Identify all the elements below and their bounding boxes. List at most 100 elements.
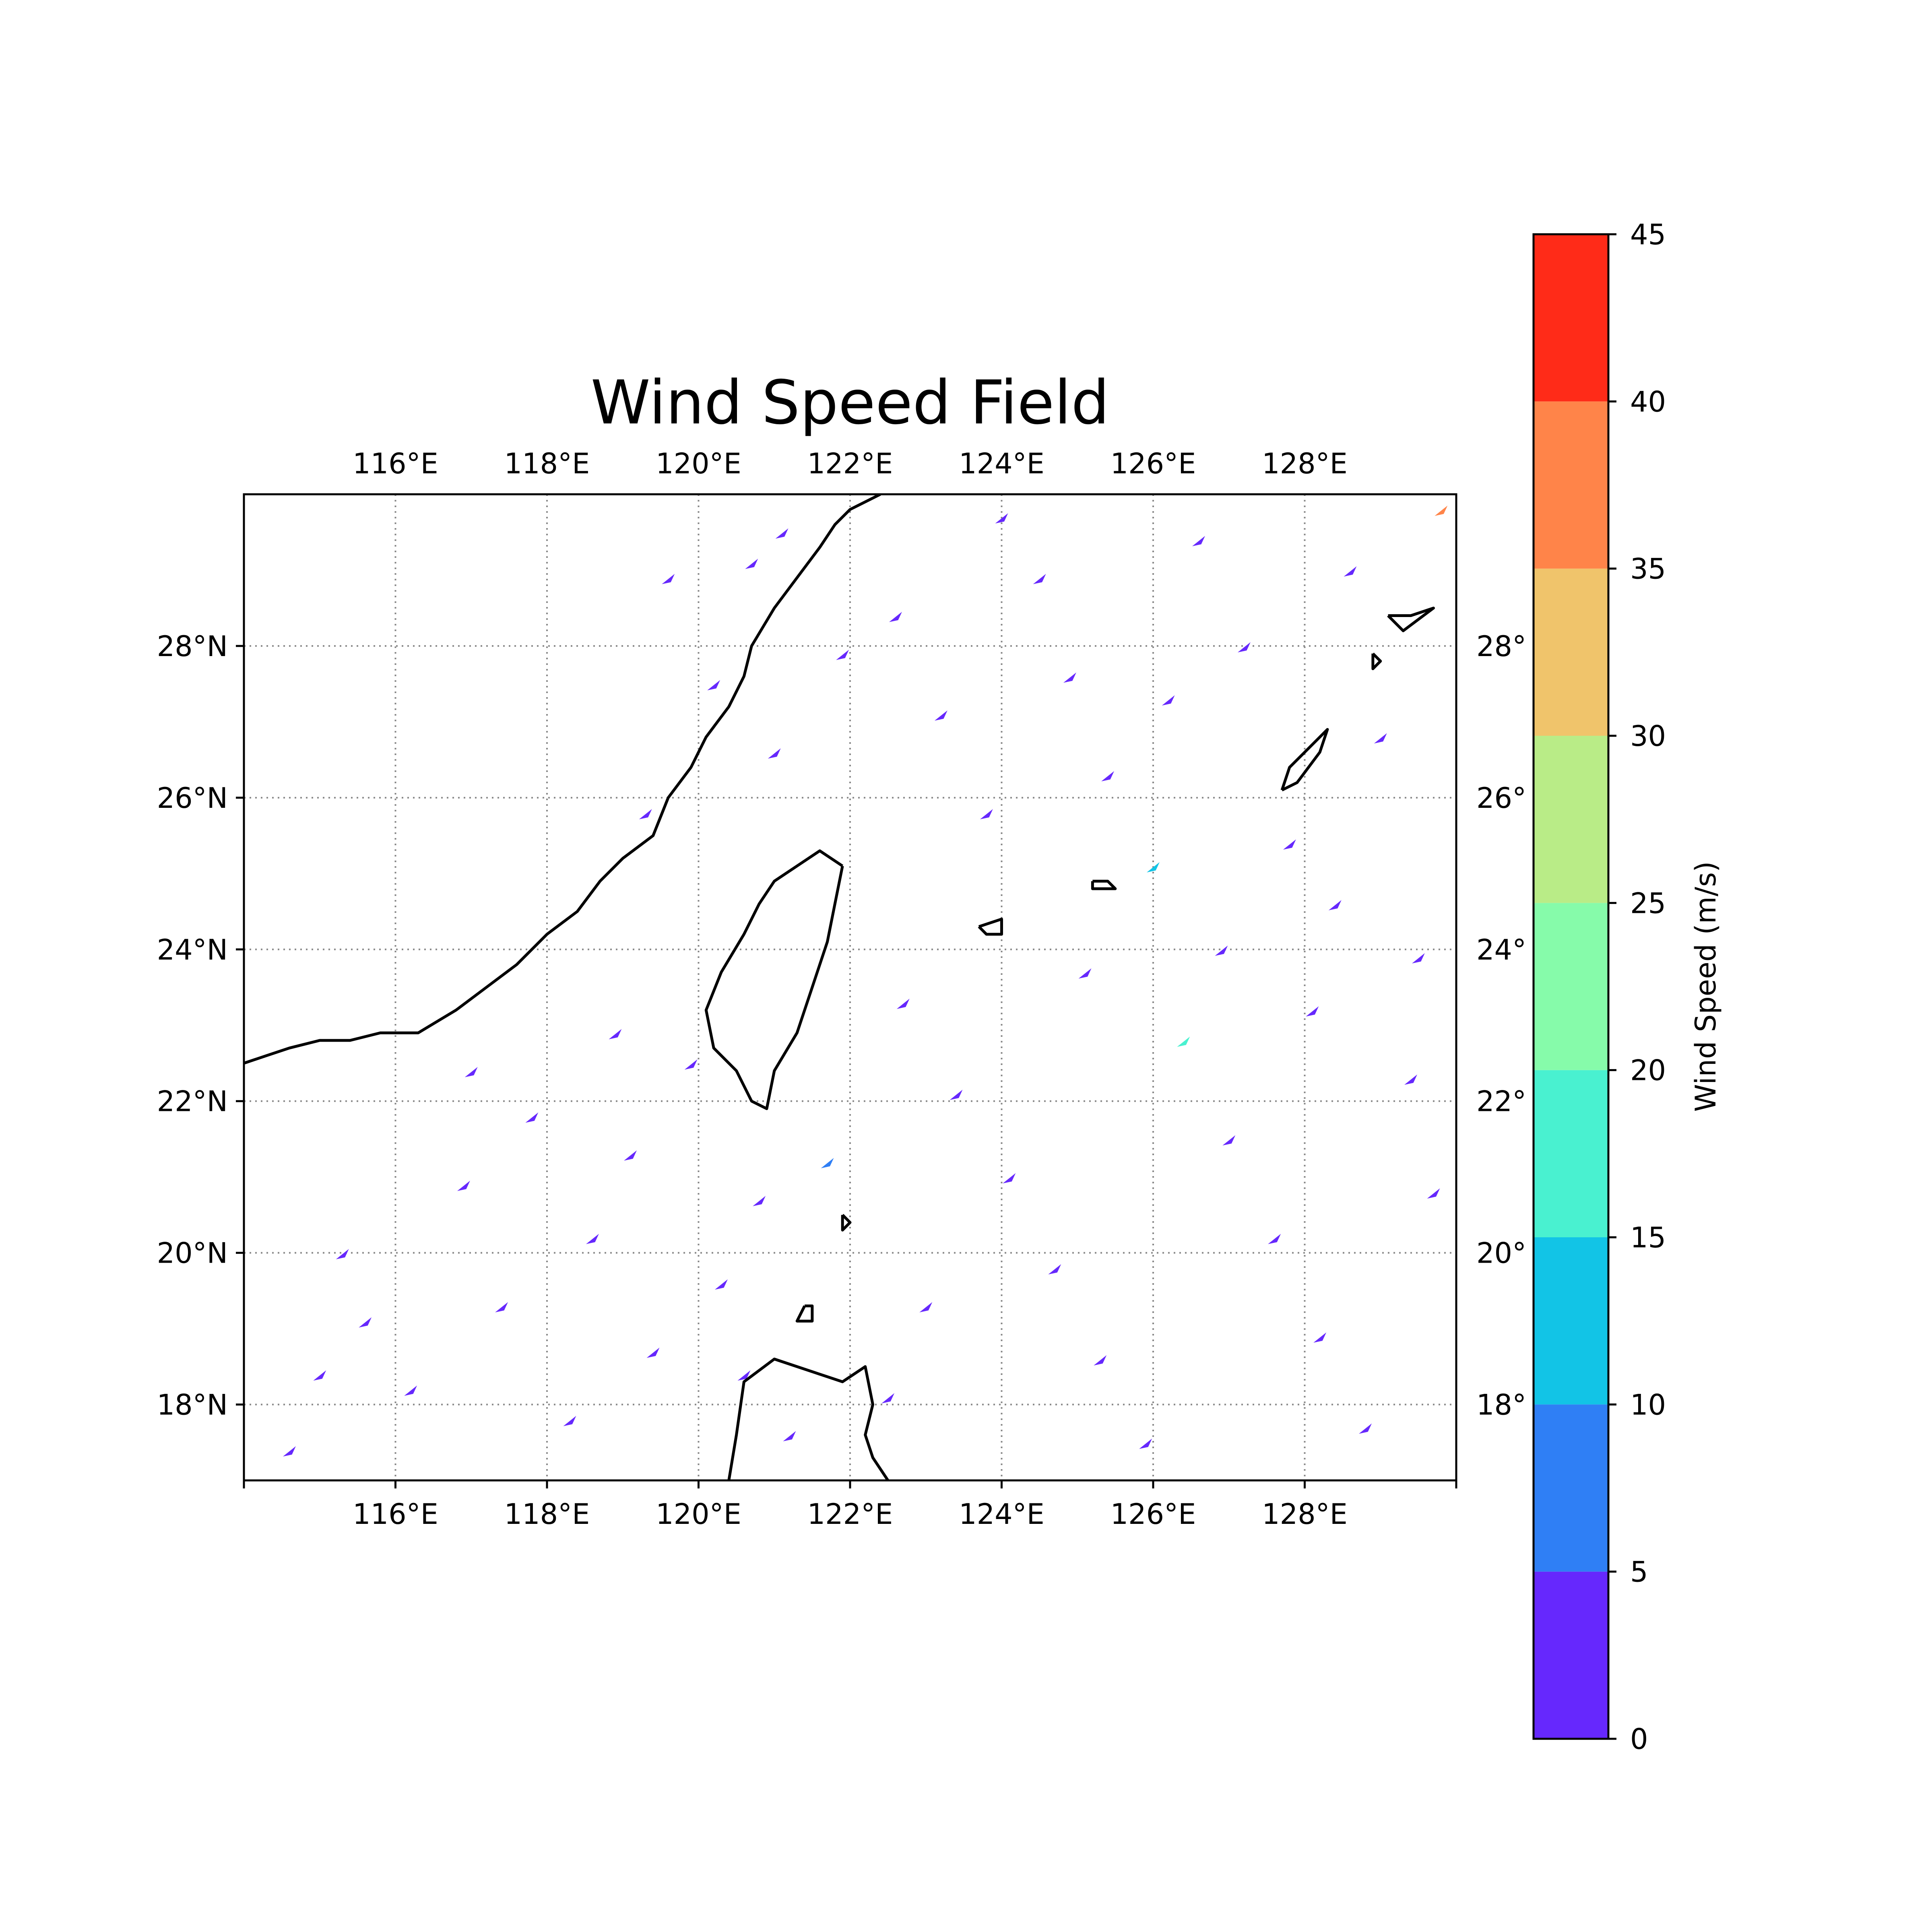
lon-tick-label-top-4: 124°E (959, 447, 1044, 480)
wind-mark-13 (783, 1431, 796, 1441)
lon-tick-label-bottom-3: 122°E (807, 1498, 893, 1531)
colorbar-level-0 (1534, 1571, 1608, 1739)
wind-mark-16 (768, 748, 781, 759)
wind-mark-37 (1177, 1036, 1190, 1047)
coastline-tokunoshima (1371, 652, 1382, 670)
colorbar-tick-label-4: 20 (1630, 1054, 1666, 1087)
wind-mark-11 (714, 1279, 728, 1290)
wind-mark-38 (1222, 1135, 1236, 1146)
lat-tick-label-right-0: 18° (1476, 1389, 1526, 1422)
wind-mark-42 (1404, 1074, 1418, 1085)
lat-tick-label-right-4: 26° (1476, 782, 1526, 815)
colorbar-level-7 (1534, 401, 1608, 569)
colorbar-ticks: 0 5 10 15 20 25 30 35 40 45 (1608, 218, 1666, 1756)
coastline-batanes (841, 1214, 852, 1232)
gridlines (244, 494, 1456, 1480)
wind-mark-26 (1237, 642, 1251, 652)
wind-mark-1 (359, 1317, 372, 1328)
lon-tick-label-bottom-4: 124°E (959, 1498, 1044, 1531)
axis-tick-labels: 116°E 116°E 118°E 118°E 120°E 120°E 122°E 122°E… (157, 447, 1527, 1531)
wind-mark-35 (1094, 1355, 1107, 1366)
wind-mark-22 (1063, 672, 1076, 683)
wind-mark-59 (1162, 695, 1175, 706)
wind-mark-6 (563, 1416, 576, 1426)
coastline-taiwan (704, 849, 844, 1110)
colorbar-level-5 (1534, 736, 1608, 903)
wind-mark-29 (1374, 733, 1387, 744)
colorbar-level-3 (1534, 1070, 1608, 1237)
wind-mark-17 (775, 528, 788, 539)
wind-mark-58 (995, 513, 1008, 524)
lat-tick-label-left-4: 26°N (157, 782, 228, 815)
colorbar-tick-label-1: 5 (1630, 1556, 1648, 1589)
lat-tick-label-left-5: 28°N (157, 630, 228, 663)
wind-mark-23 (1101, 771, 1115, 782)
wind-mark-44 (1215, 945, 1228, 956)
wind-mark-47 (919, 1302, 933, 1313)
colorbar-level-6 (1534, 568, 1608, 736)
lon-tick-label-bottom-1: 118°E (504, 1498, 590, 1531)
wind-mark-31 (896, 999, 910, 1009)
wind-mark-56 (745, 559, 758, 569)
wind-mark-33 (1003, 1173, 1016, 1184)
wind-mark-0 (313, 1370, 326, 1381)
colorbar-frame (1532, 233, 1610, 1740)
lat-tick-label-left-3: 24°N (157, 933, 228, 966)
wind-mark-28 (1328, 900, 1342, 910)
wind-mark-5 (525, 1112, 539, 1123)
colorbar: 0 5 10 15 20 25 30 35 40 45 Wind Speed (m/s) (1532, 218, 1722, 1756)
wind-mark-32 (949, 1090, 963, 1100)
colorbar-tick-label-7: 35 (1630, 553, 1666, 586)
wind-mark-40 (1313, 1332, 1327, 1343)
lat-tick-label-left-0: 18°N (157, 1389, 228, 1422)
lat-tick-label-right-2: 22° (1476, 1085, 1526, 1118)
wind-mark-2 (404, 1385, 417, 1396)
wind-mark-9 (646, 1348, 660, 1358)
wind-mark-53 (737, 1370, 751, 1381)
lat-tick-label-right-5: 28° (1476, 630, 1526, 663)
wind-mark-55 (639, 809, 652, 819)
wind-mark-45 (1306, 1006, 1319, 1017)
lon-tick-label-bottom-0: 116°E (353, 1498, 438, 1531)
coastline-miyako-island (1091, 879, 1117, 890)
lat-tick-label-left-1: 20°N (157, 1237, 228, 1270)
coastline-luzon (727, 1358, 890, 1480)
wind-mark-48 (881, 1393, 895, 1404)
wind-speed-field (283, 506, 1448, 1457)
lat-tick-label-right-1: 20° (1476, 1237, 1526, 1270)
coastline-babuyan (795, 1305, 814, 1323)
wind-mark-14 (662, 574, 675, 584)
colorbar-levels (1534, 234, 1608, 1739)
wind-mark-21 (1033, 574, 1046, 584)
coastlines (244, 494, 1435, 1480)
wind-mark-24 (1147, 862, 1160, 873)
wind-mark-3 (457, 1181, 470, 1191)
lat-tick-label-right-3: 24° (1476, 933, 1526, 966)
wind-mark-50 (336, 1249, 349, 1259)
colorbar-tick-label-6: 30 (1630, 720, 1666, 753)
wind-mark-43 (1427, 1188, 1440, 1199)
map-panel: 116°E 116°E 118°E 118°E 120°E 120°E 122°E 122°E… (157, 447, 1527, 1531)
colorbar-tick-label-3: 15 (1630, 1221, 1666, 1254)
wind-mark-4 (495, 1302, 508, 1313)
wind-mark-27 (1283, 839, 1296, 850)
wind-mark-46 (1078, 968, 1092, 979)
wind-mark-61 (1435, 506, 1448, 516)
lon-tick-label-bottom-5: 126°E (1110, 1498, 1196, 1531)
wind-mark-20 (980, 809, 993, 819)
colorbar-tick-label-8: 40 (1630, 385, 1666, 418)
wind-mark-12 (753, 1196, 766, 1206)
wind-mark-39 (1268, 1234, 1281, 1244)
lon-tick-label-bottom-6: 128°E (1262, 1498, 1348, 1531)
lon-tick-label-top-6: 128°E (1262, 447, 1348, 480)
colorbar-tick-label-0: 0 (1630, 1723, 1648, 1756)
wind-mark-8 (624, 1150, 637, 1161)
wind-mark-36 (1139, 1439, 1152, 1449)
colorbar-label: Wind Speed (m/s) (1689, 861, 1722, 1112)
lon-tick-label-top-1: 118°E (504, 447, 590, 480)
coastline-amami (1387, 607, 1435, 632)
wind-mark-10 (684, 1059, 698, 1070)
lat-tick-label-left-2: 22°N (157, 1085, 228, 1118)
wind-mark-18 (889, 611, 902, 622)
